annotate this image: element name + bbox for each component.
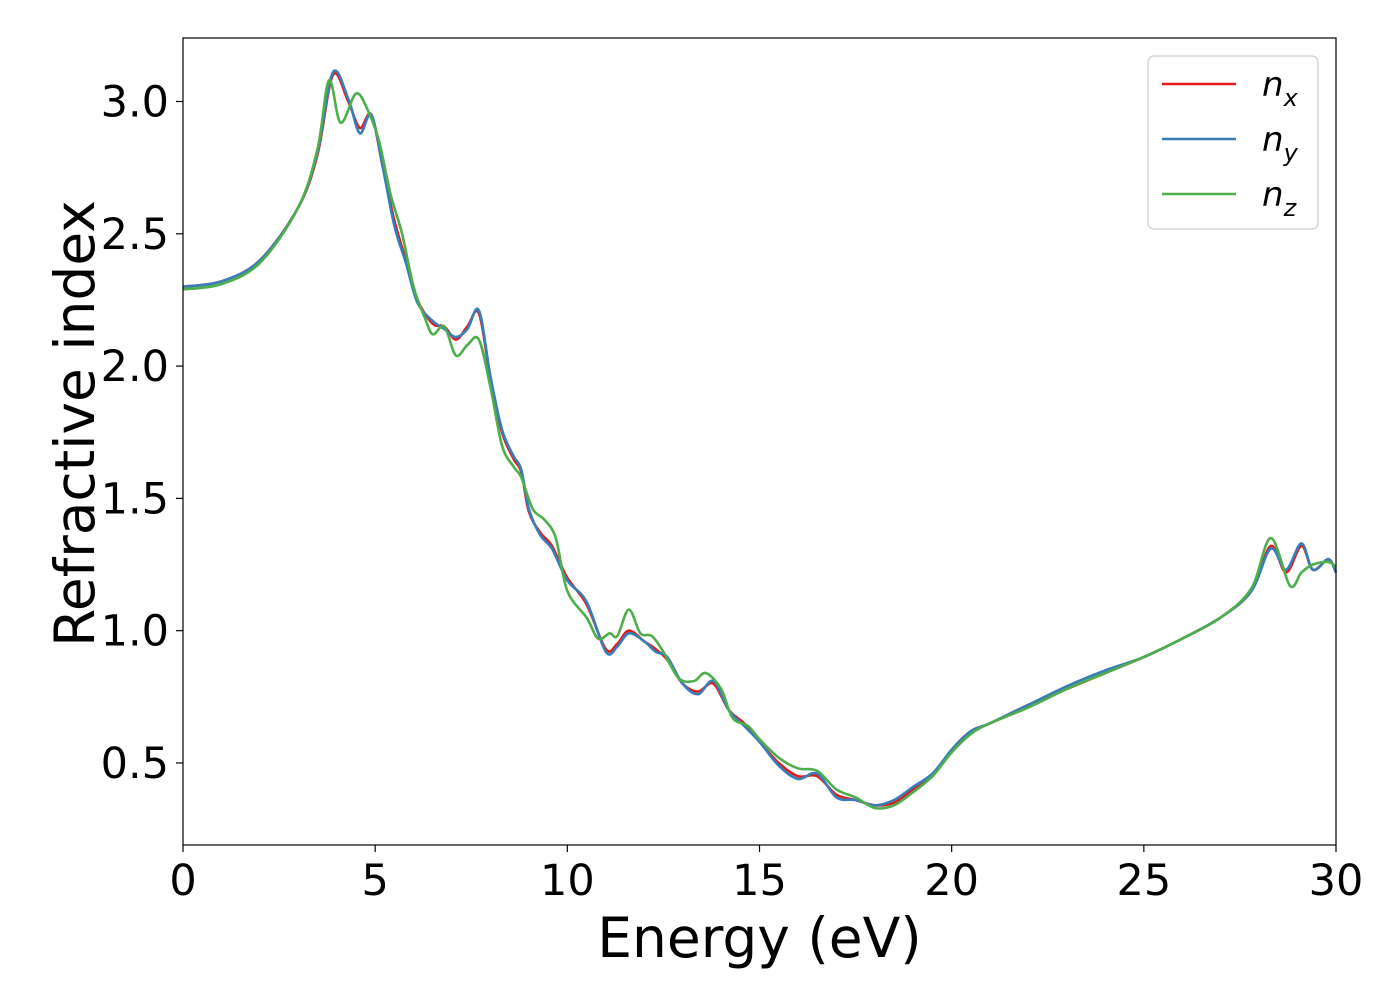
x-tick-label: 0 xyxy=(169,856,196,906)
y-tick-label: 1.5 xyxy=(101,474,169,524)
legend-label-subscript: z xyxy=(1283,194,1298,222)
y-tick-label: 2.0 xyxy=(101,342,169,392)
x-tick-label: 20 xyxy=(924,856,979,906)
legend-item-n-x: nx xyxy=(1162,65,1299,112)
x-tick-label: 10 xyxy=(540,856,595,906)
x-tick-label: 25 xyxy=(1116,856,1171,906)
series-line-n-y xyxy=(182,69,1338,807)
legend-label: nz xyxy=(1262,175,1298,222)
y-tick-label: 0.5 xyxy=(101,739,169,789)
x-axis-label: Energy (eV) xyxy=(597,906,921,970)
x-tick-label: 15 xyxy=(732,856,787,906)
series-line-n-z xyxy=(182,78,1337,810)
x-tick-label: 30 xyxy=(1309,856,1364,906)
x-tick-label: 5 xyxy=(361,856,388,906)
legend-label-base: n xyxy=(1262,175,1284,215)
y-axis: 0.5 1.0 1.5 2.0 2.5 3.0 xyxy=(101,78,183,789)
x-axis: 0 5 10 15 20 25 30 xyxy=(169,845,1363,906)
legend-label-base: n xyxy=(1262,65,1284,105)
legend-label: nx xyxy=(1262,65,1299,112)
series-layer xyxy=(182,69,1338,810)
legend-item-n-y: ny xyxy=(1162,120,1299,167)
y-tick-label: 3.0 xyxy=(101,78,169,128)
legend-box xyxy=(1147,55,1319,230)
y-tick-label: 1.0 xyxy=(101,607,169,657)
legend-label-subscript: x xyxy=(1283,84,1299,112)
legend-label: ny xyxy=(1262,120,1299,167)
y-axis-label: Refractive index xyxy=(43,200,107,647)
legend-item-n-z: nz xyxy=(1162,175,1298,222)
y-tick-label: 2.5 xyxy=(101,210,169,260)
legend-label-subscript: y xyxy=(1283,139,1299,167)
legend-label-base: n xyxy=(1262,120,1284,160)
